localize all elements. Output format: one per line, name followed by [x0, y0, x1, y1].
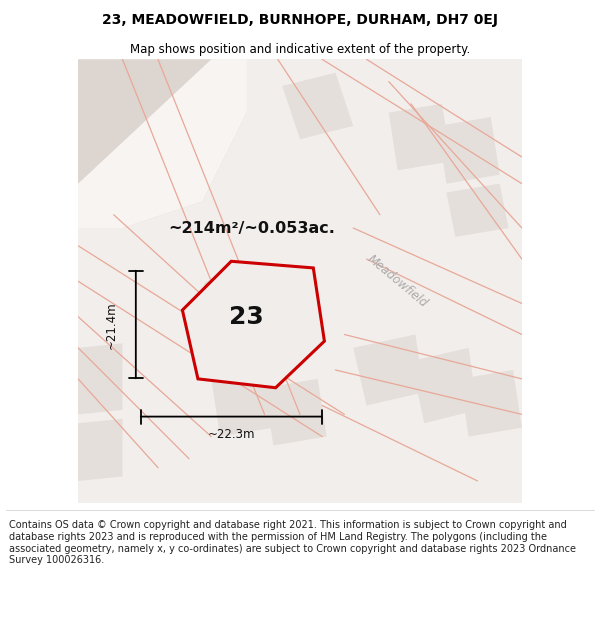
- Text: 23, MEADOWFIELD, BURNHOPE, DURHAM, DH7 0EJ: 23, MEADOWFIELD, BURNHOPE, DURHAM, DH7 0…: [102, 13, 498, 27]
- Polygon shape: [78, 59, 247, 228]
- Text: 23: 23: [229, 305, 264, 329]
- Polygon shape: [446, 184, 509, 237]
- Text: Contains OS data © Crown copyright and database right 2021. This information is : Contains OS data © Crown copyright and d…: [9, 521, 576, 565]
- Polygon shape: [353, 334, 424, 406]
- Polygon shape: [389, 104, 451, 170]
- Polygon shape: [437, 117, 500, 184]
- Polygon shape: [78, 419, 122, 481]
- Polygon shape: [182, 261, 325, 388]
- Polygon shape: [282, 72, 353, 139]
- Polygon shape: [335, 59, 522, 290]
- Polygon shape: [411, 348, 478, 423]
- Text: ~22.3m: ~22.3m: [208, 428, 255, 441]
- Text: ~214m²/~0.053ac.: ~214m²/~0.053ac.: [168, 221, 335, 236]
- Polygon shape: [460, 370, 522, 436]
- Polygon shape: [265, 379, 326, 446]
- Polygon shape: [211, 370, 274, 436]
- Polygon shape: [198, 270, 291, 368]
- Text: Meadowfield: Meadowfield: [365, 253, 430, 310]
- Polygon shape: [78, 59, 247, 228]
- Polygon shape: [78, 343, 122, 414]
- Text: Map shows position and indicative extent of the property.: Map shows position and indicative extent…: [130, 42, 470, 56]
- Text: ~21.4m: ~21.4m: [105, 302, 118, 349]
- Polygon shape: [78, 59, 522, 503]
